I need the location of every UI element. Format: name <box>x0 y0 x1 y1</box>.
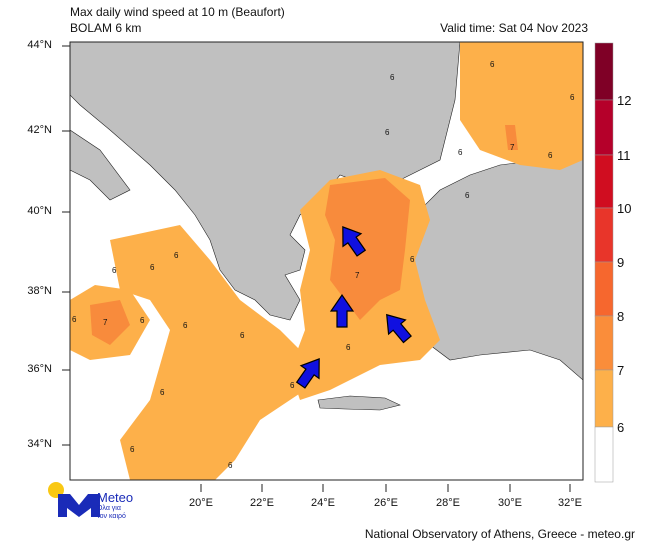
wind-6-7-black-sea <box>460 42 583 170</box>
logo-name: Meteo <box>97 490 134 505</box>
contour-label: 6 <box>465 191 470 200</box>
lon-label: 28°E <box>436 497 460 509</box>
map-title: Max daily wind speed at 10 m (Beaufort) <box>70 5 285 19</box>
lon-label: 32°E <box>558 497 582 509</box>
wind-7-8-black-sea <box>505 125 518 150</box>
land-crete <box>317 395 401 411</box>
lon-label: 30°E <box>498 497 522 509</box>
contour-label: 6 <box>548 151 553 160</box>
lon-label: 24°E <box>311 497 335 509</box>
colorbar <box>594 42 614 483</box>
wind-arrow-icon <box>295 358 320 389</box>
lat-label: 34°N <box>27 438 52 450</box>
logo-tagline: τον καιρό <box>97 513 126 520</box>
footer-credit: National Observatory of Athens, Greece -… <box>364 527 635 541</box>
contour-label: 6 <box>183 321 188 330</box>
contour-label: 6 <box>140 316 145 325</box>
wind-6-7-ionian <box>110 225 320 480</box>
contour-label: 6 <box>410 255 415 264</box>
meteo-logo <box>48 482 100 517</box>
lon-label: 20°E <box>189 497 213 509</box>
contour-labels: 6 6 6 6 6 6 6 7 6 6 6 6 7 6 6 6 6 6 7 6 … <box>72 60 575 470</box>
contour-label: 6 <box>174 251 179 260</box>
contour-label: 6 <box>385 128 390 137</box>
lat-label: 38°N <box>27 285 52 297</box>
contour-label: 6 <box>346 343 351 352</box>
wind-arrow-icon <box>342 226 367 257</box>
contour-label: 6 <box>160 388 165 397</box>
contour-label: 7 <box>355 271 360 280</box>
wind-7-8-west <box>90 300 130 345</box>
map-frame <box>69 41 584 481</box>
contour-label: 6 <box>570 93 575 102</box>
lat-label: 40°N <box>27 205 52 217</box>
colorbar-tick: 11 <box>617 148 631 163</box>
contour-label: 6 <box>228 461 233 470</box>
contour-label: 6 <box>112 266 117 275</box>
wind-arrow-icon <box>329 293 355 328</box>
colorbar-tick: 12 <box>617 93 632 108</box>
wind-arrow-icon <box>386 313 412 344</box>
land-italy-heel <box>70 129 131 201</box>
contour-label: 6 <box>458 148 463 157</box>
wind-7-8-aegean <box>325 178 410 320</box>
valid-time: Valid time: Sat 04 Nov 2023 <box>440 21 588 35</box>
contour-label: 7 <box>103 318 108 327</box>
colorbar-tick: 7 <box>617 363 625 378</box>
colorbar-tick: 6 <box>617 420 625 435</box>
lat-label: 42°N <box>27 124 52 136</box>
contour-label: 6 <box>490 60 495 69</box>
model-label: BOLAM 6 km <box>70 21 142 35</box>
lat-label: 44°N <box>27 39 52 51</box>
colorbar-tick: 9 <box>617 255 625 270</box>
lon-label: 26°E <box>374 497 398 509</box>
contour-label: 6 <box>72 315 77 324</box>
colorbar-tick: 10 <box>617 201 632 216</box>
logo-tagline: Όλα για <box>97 505 121 512</box>
contour-label: 6 <box>130 445 135 454</box>
lat-label: 36°N <box>27 363 52 375</box>
lon-label: 22°E <box>250 497 274 509</box>
contour-label: 6 <box>240 331 245 340</box>
contour-label: 6 <box>390 73 395 82</box>
contour-label: 6 <box>290 381 295 390</box>
colorbar-tick: 8 <box>617 309 625 324</box>
contour-label: 7 <box>510 143 515 152</box>
axis-ticks <box>62 45 571 492</box>
contour-label: 6 <box>150 263 155 272</box>
